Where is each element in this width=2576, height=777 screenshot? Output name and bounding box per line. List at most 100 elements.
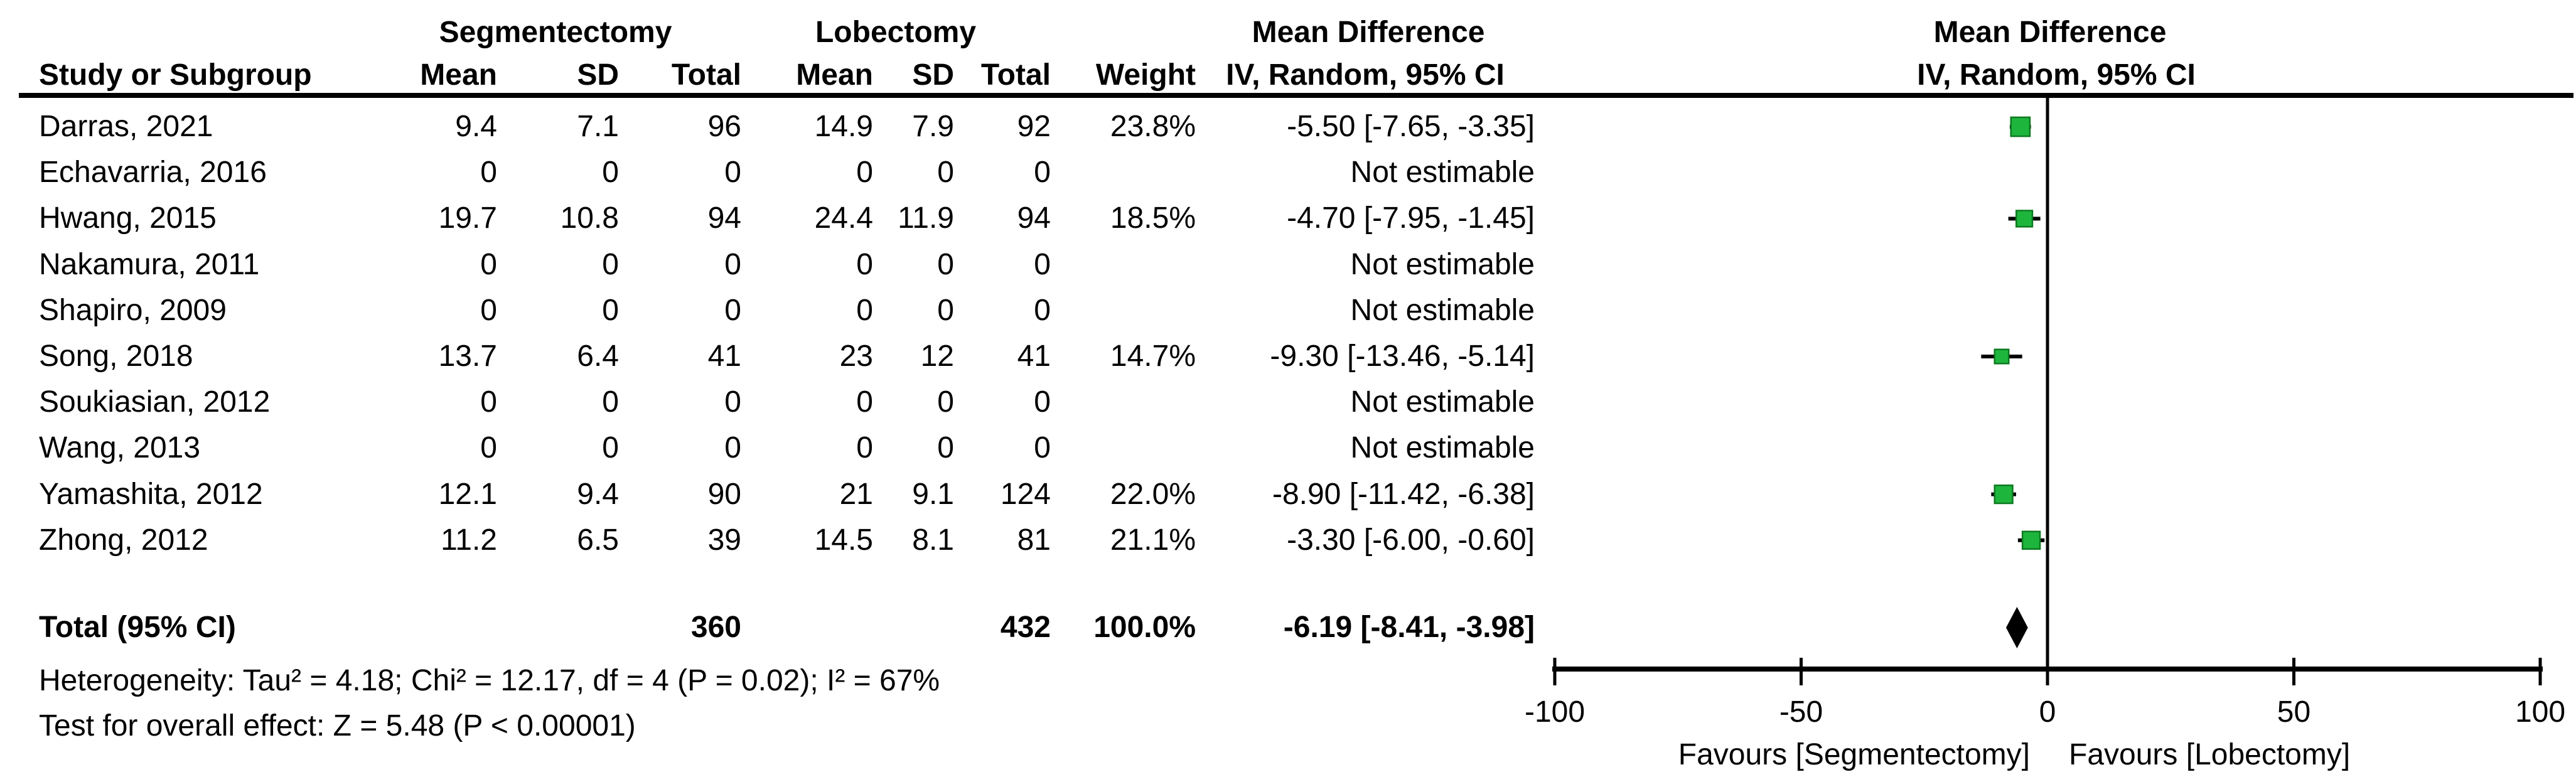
cell-lob-sd: 0	[937, 431, 954, 465]
column-header-1: Study or Subgroup	[39, 58, 312, 92]
cell-lob-sd: 8.1	[912, 523, 954, 557]
cell-seg-sd: 0	[602, 431, 619, 465]
plot-column-header-line2: IV, Random, 95% CI	[1917, 58, 2196, 92]
cell-lob-total: 0	[1034, 293, 1051, 327]
column-header-2: Mean	[420, 58, 497, 92]
table-row: Yamashita, 2012 12.1 9.4 90 21 9.1 124 22.0% -8.…	[39, 471, 1535, 517]
study-marker	[2010, 116, 2031, 137]
axis-tick-label: -100	[1525, 695, 1585, 729]
cell-seg-sd: 10.8	[560, 201, 619, 235]
cell-lob-sd: 0	[937, 156, 954, 190]
cell-lob-mean: 0	[856, 247, 873, 281]
cell-lob-total: 81	[1017, 523, 1051, 557]
cell-weight: 14.7%	[1110, 340, 1196, 373]
column-header-8: Weight	[1095, 58, 1196, 92]
cell-lob-total: 0	[1034, 247, 1051, 281]
table-row: Shapiro, 2009 0 0 0 0 0 0 Not estimable	[39, 287, 1535, 333]
favours-right-label: Favours [Lobectomy]	[2069, 738, 2350, 771]
cell-study: Yamashita, 2012	[39, 477, 263, 511]
cell-md-ci: Not estimable	[1350, 431, 1535, 465]
effect-column-header-line1: Mean Difference	[1252, 16, 1485, 49]
cell-seg-total: 94	[707, 201, 741, 235]
cell-lob-sd: 0	[937, 247, 954, 281]
table-row: Wang, 2013 0 0 0 0 0 0 Not estimable	[39, 426, 1535, 471]
cell-lob-mean: 0	[856, 431, 873, 465]
cell-seg-total: 0	[724, 431, 741, 465]
cell-seg-total: 0	[724, 156, 741, 190]
cell-lob-mean: 0	[856, 385, 873, 419]
cell-lob-mean: 0	[856, 293, 873, 327]
cell-seg-sd: 0	[602, 293, 619, 327]
cell-seg-total: 0	[724, 247, 741, 281]
cell-study: Zhong, 2012	[39, 523, 208, 557]
cell-seg-mean: 0	[480, 293, 497, 327]
cell-lob-mean: 21	[839, 477, 873, 511]
cell-lob-sd: 11.9	[898, 201, 954, 235]
table-row: Zhong, 2012 11.2 6.5 39 14.5 8.1 81 21.1% -3.30 …	[39, 517, 1535, 563]
study-marker	[2021, 530, 2041, 550]
cell-seg-mean: 13.7	[438, 340, 497, 373]
column-header-3: SD	[577, 58, 619, 92]
table-row: Nakamura, 2011 0 0 0 0 0 0 Not estimable	[39, 242, 1535, 287]
cell-lob-sd: 0	[937, 293, 954, 327]
cell-seg-mean: 12.1	[438, 477, 497, 511]
cell-lob-mean: 14.5	[814, 523, 873, 557]
cell-lob-sd: 9.1	[912, 477, 954, 511]
total-row: Total (95% CI) 360 432 100.0% -6.19 [-8.41, …	[39, 605, 1535, 650]
cell-seg-sd: 0	[602, 247, 619, 281]
study-marker	[1994, 348, 2010, 365]
cell-md-ci: -5.50 [-7.65, -3.35]	[1287, 110, 1535, 143]
total-cell-seg-total: 360	[690, 611, 741, 644]
column-header-5: Mean	[796, 58, 873, 92]
cell-md-ci: Not estimable	[1350, 156, 1535, 190]
total-cell-lob-total: 432	[1000, 611, 1051, 644]
zero-line	[2046, 98, 2049, 667]
cell-md-ci: -3.30 [-6.00, -0.60]	[1287, 523, 1535, 557]
cell-lob-total: 0	[1034, 156, 1051, 190]
cell-weight: 23.8%	[1110, 110, 1196, 143]
axis-tick-label: 0	[2039, 695, 2056, 729]
cell-lob-total: 124	[1000, 477, 1051, 511]
cell-lob-sd: 0	[937, 385, 954, 419]
cell-seg-sd: 0	[602, 385, 619, 419]
cell-lob-sd: 7.9	[912, 110, 954, 143]
column-header-4: Total	[671, 58, 741, 92]
cell-seg-total: 96	[707, 110, 741, 143]
cell-seg-mean: 9.4	[455, 110, 497, 143]
cell-seg-total: 0	[724, 293, 741, 327]
favours-left-label: Favours [Segmentectomy]	[1678, 738, 2030, 771]
heterogeneity-note: Heterogeneity: Tau² = 4.18; Chi² = 12.17…	[39, 664, 940, 697]
cell-seg-total: 41	[707, 340, 741, 373]
cell-weight: 22.0%	[1110, 477, 1196, 511]
table-row: Song, 2018 13.7 6.4 41 23 12 41 14.7% -9.30 [-13…	[39, 334, 1535, 380]
cell-lob-total: 0	[1034, 431, 1051, 465]
cell-seg-mean: 11.2	[441, 523, 497, 557]
axis-tick	[1553, 658, 1557, 685]
total-cell-study: Total (95% CI)	[39, 611, 236, 644]
study-marker	[1994, 485, 2014, 505]
overall-effect-note: Test for overall effect: Z = 5.48 (P < 0…	[39, 709, 636, 742]
cell-lob-sd: 12	[920, 340, 954, 373]
cell-study: Nakamura, 2011	[39, 247, 260, 281]
column-header-9: IV, Random, 95% CI	[1226, 58, 1505, 92]
cell-seg-mean: 0	[480, 385, 497, 419]
cell-lob-mean: 14.9	[814, 110, 873, 143]
cell-seg-sd: 6.4	[577, 340, 619, 373]
total-cell-weight: 100.0%	[1093, 611, 1196, 644]
cell-lob-total: 41	[1017, 340, 1051, 373]
axis-tick	[2046, 658, 2049, 685]
cell-seg-sd: 7.1	[577, 110, 619, 143]
column-header-7: Total	[980, 58, 1051, 92]
cell-seg-sd: 6.5	[577, 523, 619, 557]
cell-seg-mean: 0	[480, 431, 497, 465]
table-row: Darras, 2021 9.4 7.1 96 14.9 7.9 92 23.8% -5.50 …	[39, 104, 1535, 150]
total-diamond	[2005, 607, 2028, 648]
total-cell-md-ci: -6.19 [-8.41, -3.98]	[1283, 611, 1535, 644]
cell-lob-mean: 0	[856, 156, 873, 190]
cell-study: Echavarria, 2016	[39, 156, 267, 190]
cell-seg-mean: 0	[480, 156, 497, 190]
cell-md-ci: Not estimable	[1350, 385, 1535, 419]
cell-lob-total: 94	[1017, 201, 1051, 235]
